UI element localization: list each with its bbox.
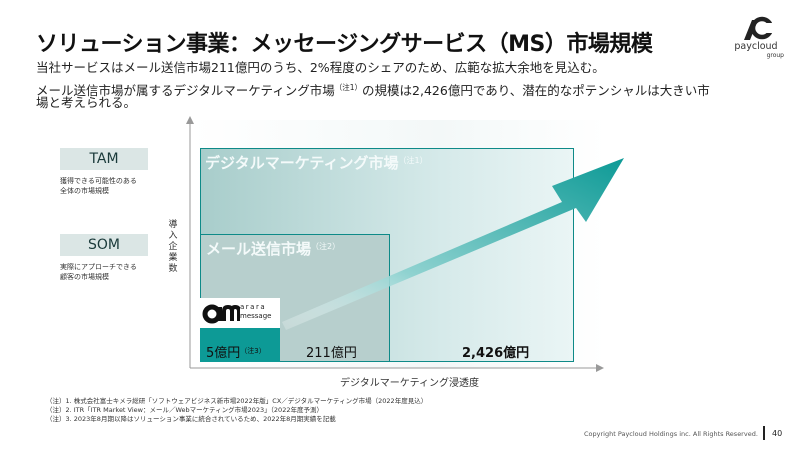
som-market-note: （注2）	[311, 242, 341, 251]
som-label: SOM	[60, 234, 148, 256]
tam-label: TAM	[60, 148, 148, 170]
arara-logo: arara message	[200, 298, 280, 328]
value-tam: 2,426億円	[462, 346, 530, 361]
y-axis-arrowhead	[186, 116, 194, 124]
body-line-2: メール送信市場が属するデジタルマーケティング市場（注1）の規模は2,426億円で…	[36, 80, 710, 98]
arara-text-1: arara	[240, 303, 267, 311]
som-desc-2: 顧客の市場規模	[60, 273, 109, 281]
body-note-1: （注1）	[334, 83, 363, 92]
x-axis-arrowhead	[596, 364, 604, 372]
footnote-1: （注）1. 株式会社富士キメラ総研「ソフトウェアビジネス新市場2022年版」CX…	[46, 397, 428, 405]
copyright: Copyright Paycloud Holdings inc. All Rig…	[584, 430, 758, 438]
logo-sub: group	[766, 52, 784, 59]
som-market-title: メール送信市場（注2）	[206, 238, 340, 259]
page-number: 40	[772, 429, 783, 438]
tam-desc-2: 全体の市場規模	[60, 187, 109, 195]
value-som: 211億円	[306, 346, 357, 361]
value-company-amount: 5億円	[206, 346, 241, 361]
tam-market-note: （注1）	[398, 156, 428, 165]
arara-message-box: arara message	[200, 298, 280, 362]
y-axis-label: 導入企業数	[168, 220, 178, 274]
page-title: ソリューション事業：メッセージングサービス（MS）市場規模	[36, 32, 653, 57]
paycloud-logo-icon	[744, 16, 772, 40]
growth-arrow	[282, 158, 624, 330]
arara-am-icon	[202, 304, 240, 324]
logo-name: paycloud	[734, 41, 778, 52]
arara-text-2: message	[240, 312, 272, 320]
tam-desc-1: 獲得できる可能性のある	[60, 177, 137, 185]
body-line-1: 当社サービスはメール送信市場211億円のうち、2%程度のシェアのため、広範な拡大…	[36, 60, 605, 75]
som-market-name: メール送信市場	[206, 240, 312, 258]
footnote-2: （注）2. ITR「ITR Market View：メール／Webマーケティング…	[46, 406, 323, 414]
tam-market-name: デジタルマーケティング市場	[205, 154, 399, 172]
footnote-3: （注）3. 2023年8月期以降はソリューション事業に統合されているため、202…	[46, 415, 336, 423]
som-desc-1: 実際にアプローチできる	[60, 263, 137, 271]
footer-divider	[763, 426, 765, 440]
body-line-3: 場と考えられる。	[36, 95, 137, 110]
body-line-2a: メール送信市場が属するデジタルマーケティング市場	[36, 83, 335, 98]
body-line-2b: の規模は2,426億円であり、潜在的なポテンシャルは大きい市	[362, 83, 710, 98]
tam-market-title: デジタルマーケティング市場（注1）	[205, 152, 428, 173]
x-axis-label: デジタルマーケティング浸透度	[340, 378, 479, 389]
value-company-note: （注3）	[240, 347, 266, 355]
company-logo: paycloud group	[728, 14, 784, 62]
value-company: 5億円（注3）	[206, 342, 266, 361]
